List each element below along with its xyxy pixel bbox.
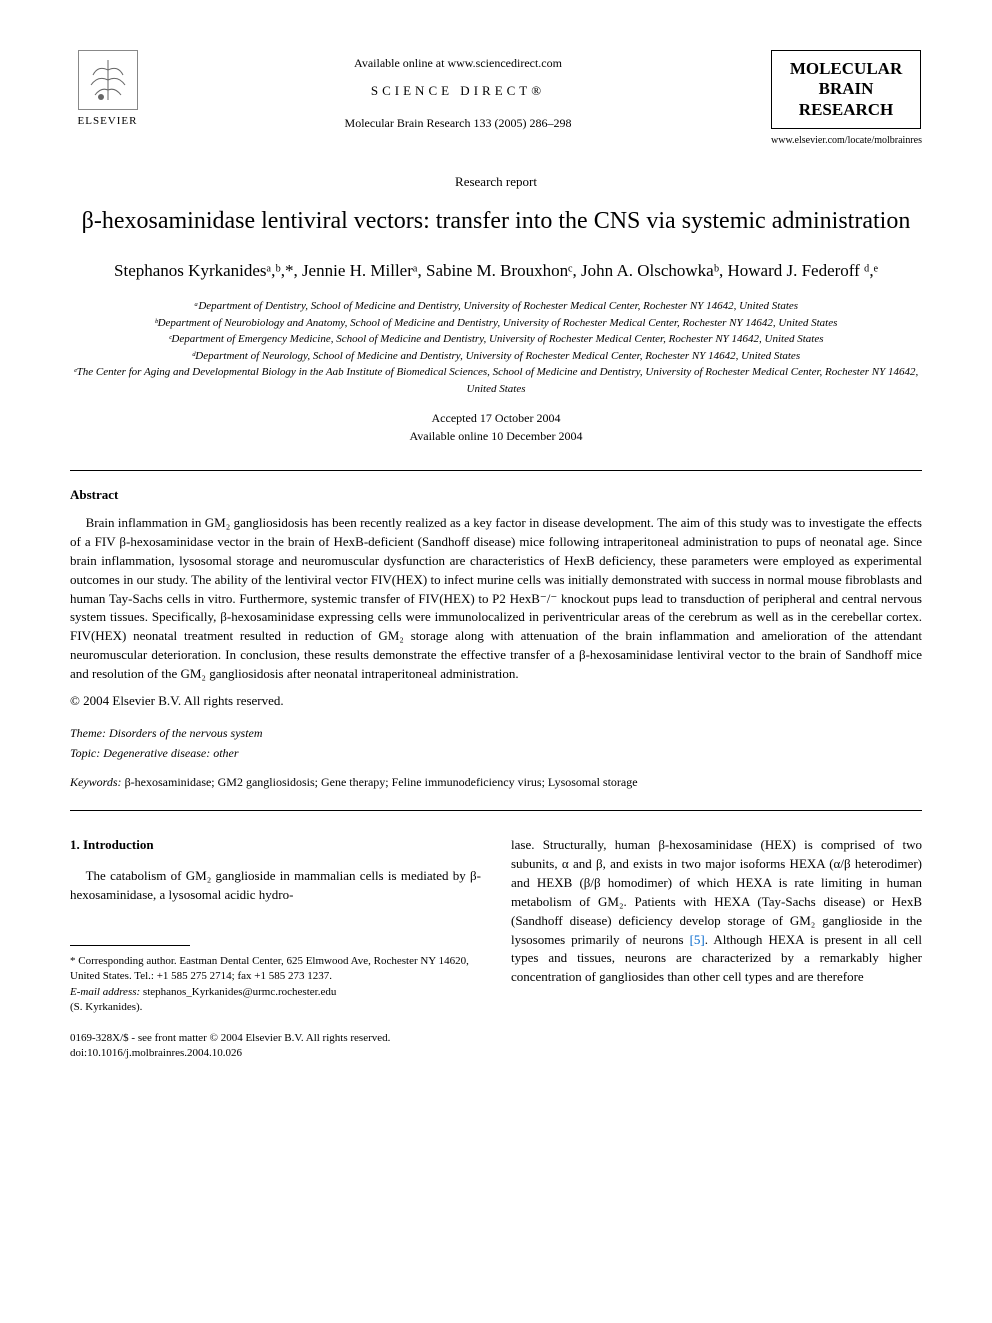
available-date: Available online 10 December 2004 <box>70 427 922 445</box>
abstract-heading: Abstract <box>70 486 922 504</box>
authors: Stephanos Kyrkanidesᵃ,ᵇ,*, Jennie H. Mil… <box>70 258 922 284</box>
copyright-footer: 0169-328X/$ - see front matter © 2004 El… <box>70 1031 481 1062</box>
intro-para-left: The catabolism of GM₂ ganglioside in mam… <box>70 867 481 905</box>
ref-link-5[interactable]: [5] <box>690 932 705 947</box>
header-center: Available online at www.sciencedirect.co… <box>145 50 771 132</box>
intro-heading: 1. Introduction <box>70 836 481 855</box>
theme-label: Theme: <box>70 726 106 740</box>
article-type: Research report <box>70 173 922 191</box>
front-matter-line: 0169-328X/$ - see front matter © 2004 El… <box>70 1031 481 1046</box>
elsevier-logo: ELSEVIER <box>70 50 145 135</box>
doi-line: doi:10.1016/j.molbrainres.2004.10.026 <box>70 1046 481 1061</box>
affiliation-e: ᵉThe Center for Aging and Developmental … <box>70 364 922 397</box>
topic-line: Topic: Degenerative disease: other <box>70 745 922 762</box>
abstract-copyright: © 2004 Elsevier B.V. All rights reserved… <box>70 692 922 710</box>
corresponding-author-text: * Corresponding author. Eastman Dental C… <box>70 954 481 985</box>
left-column: 1. Introduction The catabolism of GM₂ ga… <box>70 836 481 1061</box>
journal-title-box: MOLECULAR BRAIN RESEARCH <box>771 50 921 129</box>
elsevier-label: ELSEVIER <box>78 114 138 129</box>
affiliation-d: ᵈDepartment of Neurology, School of Medi… <box>70 348 922 365</box>
article-dates: Accepted 17 October 2004 Available onlin… <box>70 409 922 445</box>
journal-url: www.elsevier.com/locate/molbrainres <box>771 134 922 148</box>
topic-label: Topic: <box>70 746 100 760</box>
journal-name-line2: BRAIN <box>782 79 910 99</box>
keywords-label: Keywords: <box>70 775 122 789</box>
email-line: E-mail address: stephanos_Kyrkanides@urm… <box>70 985 481 1000</box>
email-label: E-mail address: <box>70 986 140 998</box>
accepted-date: Accepted 17 October 2004 <box>70 409 922 427</box>
intro-right-text-1: lase. Structurally, human β-hexosaminida… <box>511 837 922 946</box>
email-address: stephanos_Kyrkanides@urmc.rochester.edu <box>143 986 336 998</box>
intro-para-right: lase. Structurally, human β-hexosaminida… <box>511 836 922 987</box>
divider-top <box>70 470 922 471</box>
affiliation-a: ᵃDepartment of Dentistry, School of Medi… <box>70 298 922 315</box>
divider-bottom <box>70 810 922 811</box>
topic-value: Degenerative disease: other <box>103 746 238 760</box>
theme-value: Disorders of the nervous system <box>109 726 263 740</box>
abstract-text: Brain inflammation in GM₂ gangliosidosis… <box>70 514 922 684</box>
citation: Molecular Brain Research 133 (2005) 286–… <box>145 115 771 132</box>
article-title: β-hexosaminidase lentiviral vectors: tra… <box>70 206 922 237</box>
affiliation-b: ᵇDepartment of Neurobiology and Anatomy,… <box>70 315 922 332</box>
journal-brand: MOLECULAR BRAIN RESEARCH www.elsevier.co… <box>771 50 922 148</box>
email-author-name: (S. Kyrkanides). <box>70 1000 481 1015</box>
footnote-divider <box>70 945 190 946</box>
affiliations: ᵃDepartment of Dentistry, School of Medi… <box>70 298 922 397</box>
right-column: lase. Structurally, human β-hexosaminida… <box>511 836 922 1061</box>
page-header: ELSEVIER Available online at www.science… <box>70 50 922 148</box>
keywords-line: Keywords: β-hexosaminidase; GM2 ganglios… <box>70 774 922 791</box>
science-direct-logo: SCIENCE DIRECT® <box>145 82 771 100</box>
journal-name-line3: RESEARCH <box>782 100 910 120</box>
journal-name-line1: MOLECULAR <box>782 59 910 79</box>
theme-line: Theme: Disorders of the nervous system <box>70 725 922 742</box>
elsevier-tree-icon <box>78 50 138 110</box>
keywords-value: β-hexosaminidase; GM2 gangliosidosis; Ge… <box>125 775 638 789</box>
affiliation-c: ᶜDepartment of Emergency Medicine, Schoo… <box>70 331 922 348</box>
corresponding-footnote: * Corresponding author. Eastman Dental C… <box>70 954 481 1016</box>
available-online-text: Available online at www.sciencedirect.co… <box>145 55 771 72</box>
body-columns: 1. Introduction The catabolism of GM₂ ga… <box>70 836 922 1061</box>
